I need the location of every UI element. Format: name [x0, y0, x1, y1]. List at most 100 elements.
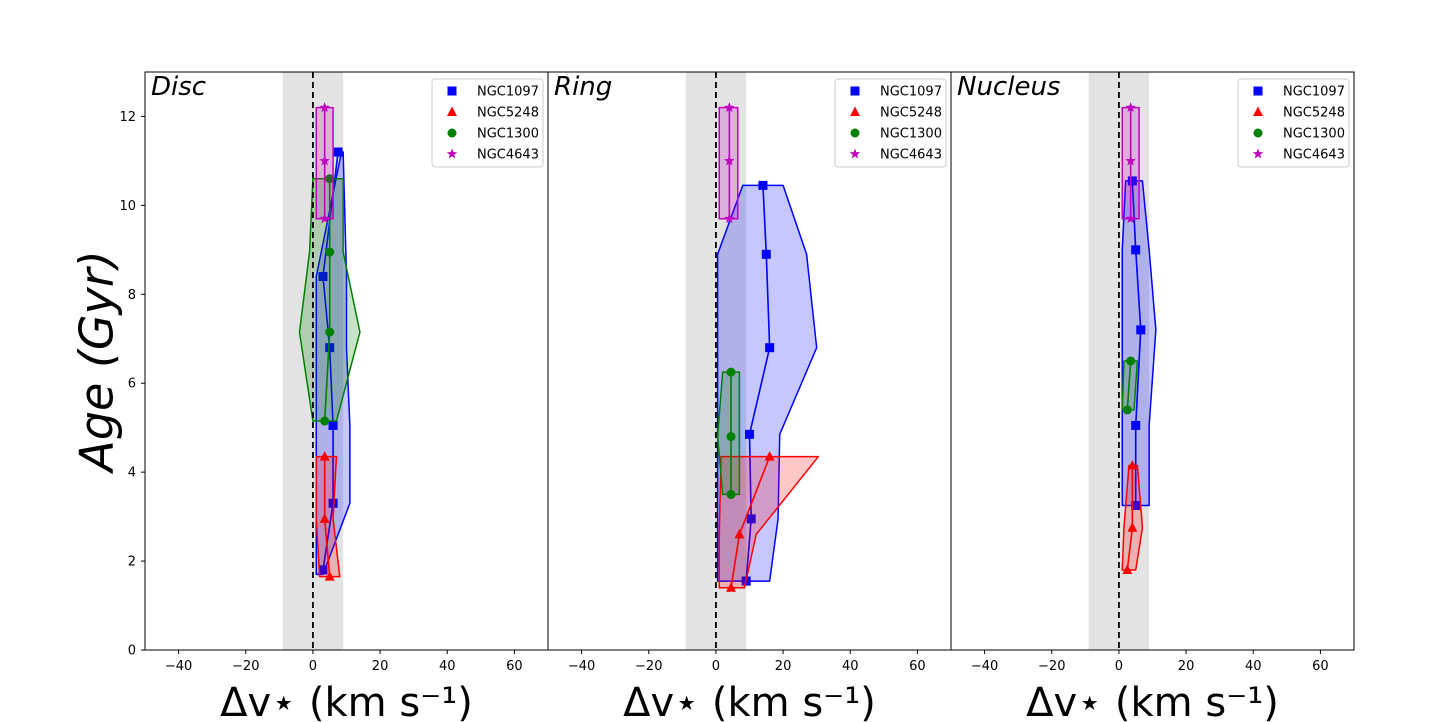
series-ngc4643	[315, 102, 334, 224]
data-point	[726, 582, 737, 592]
legend-label-ngc1097: NGC1097	[1283, 85, 1345, 100]
data-point	[319, 155, 330, 166]
data-point	[734, 528, 745, 539]
series-ngc5248	[1121, 459, 1144, 574]
series-ngc4643	[718, 102, 739, 224]
x-axis-label: Δv⋆ (km s⁻¹)	[623, 680, 876, 722]
series-line	[1126, 360, 1132, 410]
range-envelope	[716, 184, 818, 582]
series-ngc5248	[718, 451, 820, 592]
series-line	[745, 185, 771, 582]
data-point	[1125, 213, 1136, 224]
data-point	[318, 272, 328, 282]
range-envelope	[315, 455, 341, 578]
x-tick-label: −20	[232, 659, 259, 674]
range-envelope	[1121, 180, 1157, 507]
legend-box	[431, 78, 544, 168]
data-point	[1131, 501, 1141, 510]
legend-label-ngc1097: NGC1097	[880, 85, 942, 100]
legend-label-ngc1097: NGC1097	[477, 85, 539, 100]
legend-label-ngc4643: NGC4643	[1283, 148, 1345, 163]
legend-label-ngc1300: NGC1300	[477, 127, 539, 142]
data-point	[724, 213, 735, 224]
x-tick-label: 60	[1312, 659, 1329, 674]
legend: NGC1097 NGC5248 NGC1300 NGC4643	[1237, 78, 1350, 168]
y-tick-label: 8	[128, 288, 136, 303]
series-ngc1300	[298, 174, 361, 426]
data-point	[1131, 420, 1141, 430]
legend-marker-ngc1097	[850, 86, 860, 96]
series-ngc4643	[1121, 102, 1140, 224]
legend-marker-ngc5248	[1253, 106, 1263, 116]
x-tick-label: 20	[372, 659, 389, 674]
data-point	[319, 102, 330, 113]
x-tick-label: 0	[1115, 659, 1123, 674]
data-point	[765, 343, 775, 353]
data-point	[726, 489, 736, 499]
data-point	[1122, 405, 1132, 415]
x-tick-label: 40	[1245, 659, 1262, 674]
data-point	[1127, 459, 1138, 470]
panel-frame	[950, 71, 1355, 651]
data-point	[333, 147, 343, 157]
data-point	[1126, 356, 1136, 366]
panel-title: Ring	[554, 72, 612, 102]
series-ngc5248	[315, 451, 341, 581]
panel-title: Disc	[151, 72, 206, 102]
data-point	[726, 432, 736, 442]
data-point	[1131, 245, 1141, 255]
data-point	[325, 247, 335, 257]
data-point	[724, 155, 735, 166]
legend-box	[1237, 78, 1350, 168]
legend-marker-ngc1300	[1253, 128, 1263, 138]
data-point	[1125, 102, 1136, 113]
legend-label-ngc5248: NGC5248	[477, 106, 539, 121]
panel-disc: −40 −20 0 20 40 60 0 2 4 6 8 10 12 Disc NGC1097 NGC5248…	[119, 71, 549, 722]
legend-label-ngc4643: NGC4643	[880, 148, 942, 163]
data-point	[761, 249, 771, 259]
panel-title: Nucleus	[957, 72, 1060, 102]
legend-marker-ngc4643	[849, 148, 861, 159]
legend-marker-ngc4643	[446, 148, 458, 159]
data-point	[325, 327, 335, 337]
data-point	[726, 367, 736, 377]
legend: NGC1097 NGC5248 NGC1300 NGC4643	[834, 78, 947, 168]
y-tick-label: 10	[119, 199, 136, 214]
data-point	[328, 498, 338, 508]
data-point	[325, 174, 335, 184]
x-tick-label: 0	[712, 659, 720, 674]
y-tick-label: 4	[128, 466, 136, 481]
y-tick-label: 0	[128, 644, 136, 659]
x-tick-label: 40	[842, 659, 859, 674]
legend-marker-ngc1097	[1253, 86, 1263, 96]
data-point	[319, 213, 330, 224]
legend-marker-ngc1097	[447, 86, 457, 96]
data-point	[724, 102, 735, 113]
legend-label-ngc5248: NGC5248	[1283, 106, 1345, 121]
data-point	[319, 451, 330, 461]
data-point	[1122, 564, 1133, 574]
series-ngc1300	[1121, 356, 1139, 415]
x-tick-label: 20	[775, 659, 792, 674]
legend-label-ngc5248: NGC5248	[880, 106, 942, 121]
series-line	[323, 178, 331, 422]
series-ngc1097	[716, 180, 818, 586]
data-point	[1127, 522, 1138, 532]
data-point	[328, 420, 338, 430]
legend-marker-ngc5248	[850, 106, 860, 116]
legend-label-ngc1300: NGC1300	[880, 127, 942, 142]
y-tick-label: 6	[128, 377, 136, 392]
x-tick-label: 40	[439, 659, 456, 674]
panel-nucleus: −40 −20 0 20 40 60 Nucleus NGC1097 NGC5248 NGC130…	[950, 71, 1355, 722]
legend-label-ngc1300: NGC1300	[1283, 127, 1345, 142]
y-axis-label: Age (Gyr)	[70, 250, 124, 474]
legend: NGC1097 NGC5248 NGC1300 NGC4643	[431, 78, 544, 168]
legend-marker-ngc1300	[447, 128, 457, 138]
data-point	[320, 416, 330, 426]
x-tick-label: 20	[1178, 659, 1195, 674]
x-tick-label: −20	[1038, 659, 1065, 674]
data-point	[1136, 325, 1146, 335]
series-line	[322, 151, 339, 571]
